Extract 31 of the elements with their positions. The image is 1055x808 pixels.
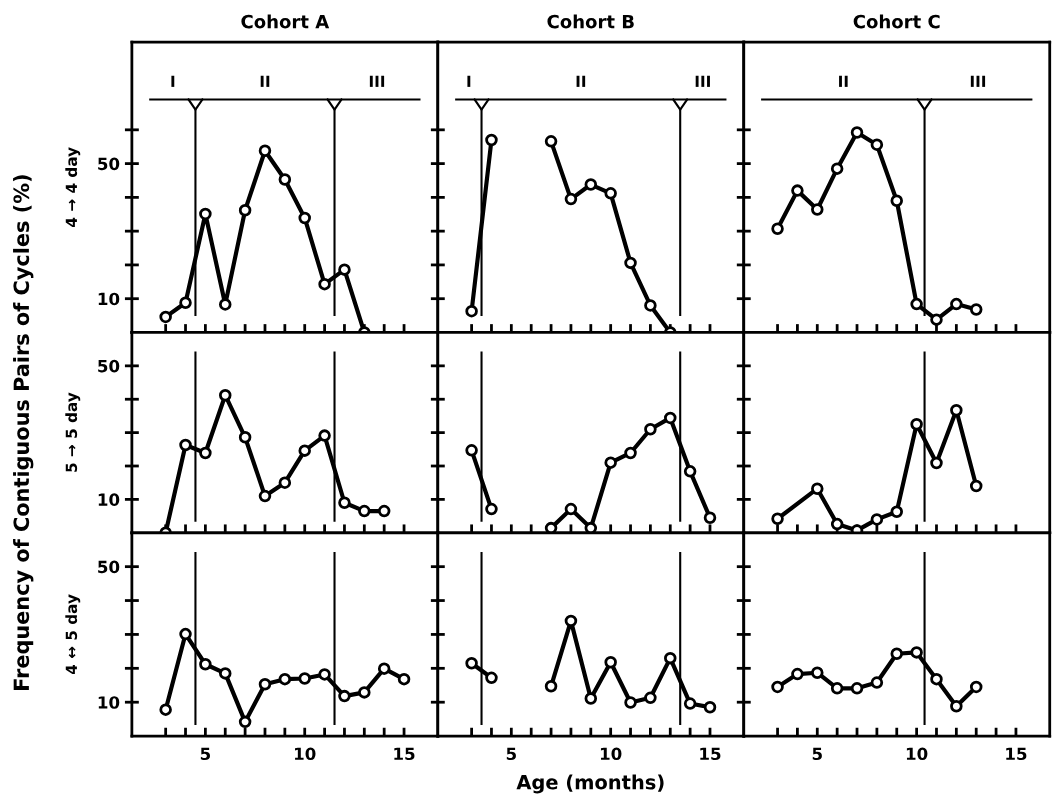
- y-axis-title: 4 ↔ 5 day: [65, 594, 81, 675]
- y-tick-label: 50: [98, 157, 120, 171]
- y-axis-title: 5 → 5 day: [65, 392, 81, 472]
- y-tick-label: 10: [98, 292, 120, 306]
- x-tick-label: 10: [600, 747, 622, 761]
- y-tick-label: 50: [98, 359, 120, 373]
- y-tick-label: 10: [98, 696, 120, 709]
- x-tick-label: 5: [812, 747, 822, 761]
- annotation: II: [260, 75, 270, 87]
- x-tick-label: 5: [506, 747, 516, 761]
- x-tick-label: 15: [700, 747, 721, 761]
- x-axis-title: Age (months): [516, 774, 664, 794]
- annotation: II: [576, 75, 586, 87]
- x-tick-label: 15: [394, 747, 415, 761]
- x-tick-label: 10: [295, 747, 316, 761]
- y-tick-label: 10: [98, 493, 120, 506]
- x-tick-label: 10: [906, 747, 928, 761]
- annotation: III: [369, 75, 385, 87]
- annotation: I: [467, 75, 471, 87]
- x-tick-label: 15: [1006, 747, 1027, 761]
- annotation: I: [171, 75, 175, 87]
- annotation: III: [695, 75, 710, 87]
- annotation: II: [839, 75, 848, 87]
- y-tick-label: 50: [98, 560, 120, 574]
- text: Frequency of Contiguous Pairs of Cycles (%): [13, 175, 34, 690]
- chart-title: Cohort C: [853, 14, 940, 29]
- annotation: III: [970, 75, 986, 87]
- x-tick-label: 5: [200, 747, 211, 761]
- y-axis-title: 4 → 4 day: [65, 147, 81, 227]
- chart-title: Cohort A: [241, 14, 330, 29]
- chart-title: Cohort B: [547, 14, 634, 29]
